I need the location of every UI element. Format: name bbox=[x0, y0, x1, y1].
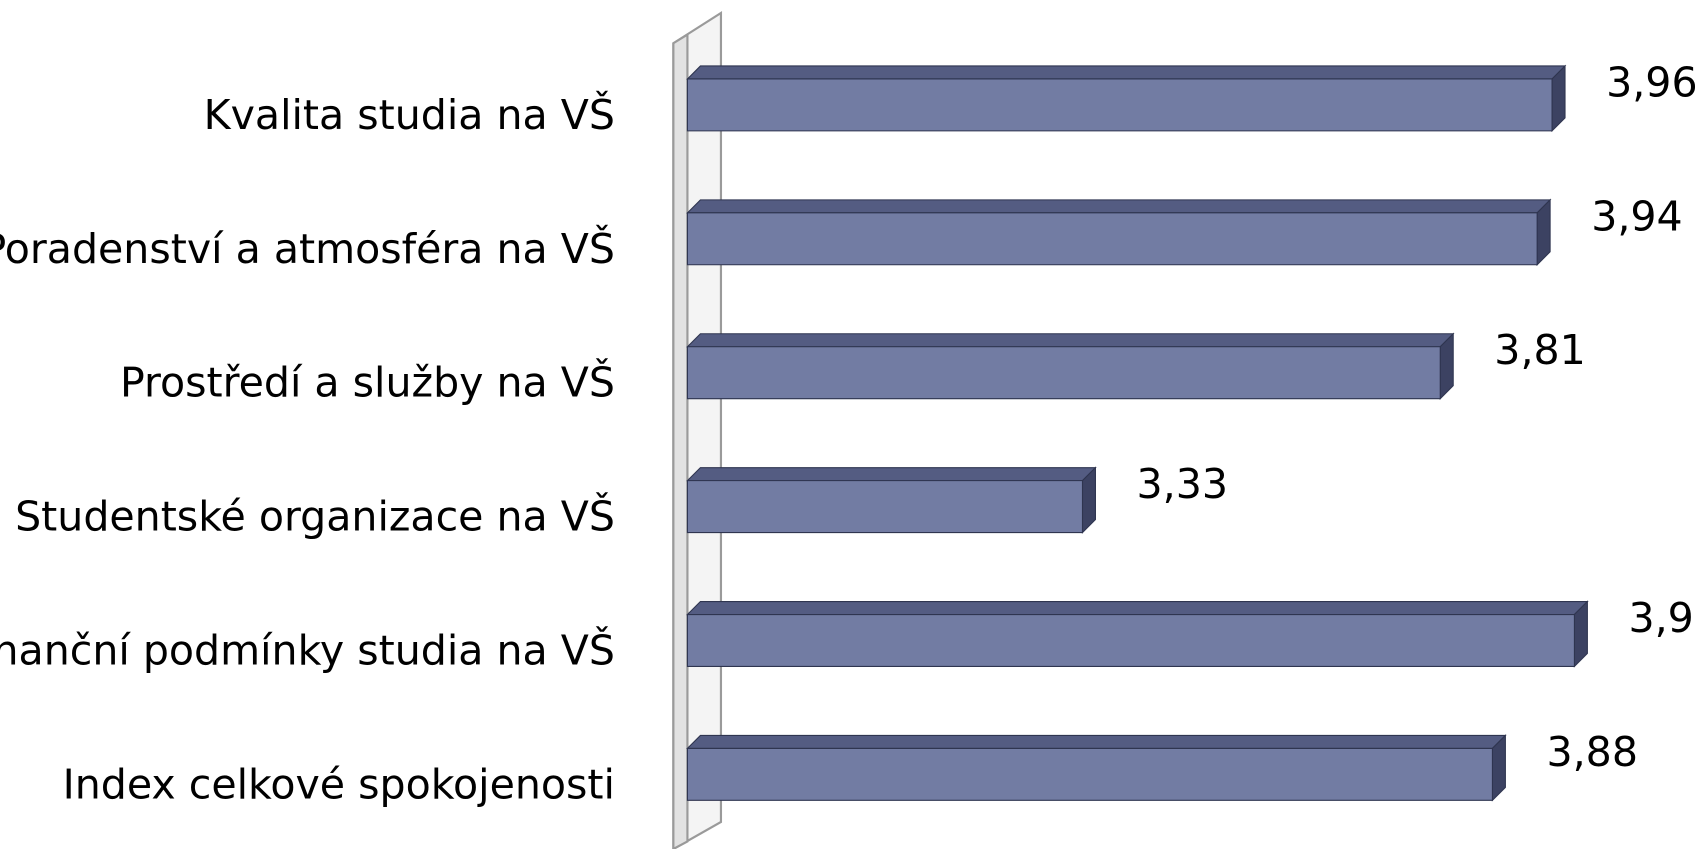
bar bbox=[686, 198, 1552, 267]
bar-face bbox=[686, 467, 1097, 482]
bar-face bbox=[686, 65, 1567, 80]
value-label: 3,96 bbox=[1606, 58, 1695, 106]
category-label: Studentské organizace na VŠ bbox=[15, 493, 615, 541]
bar-face bbox=[686, 212, 1538, 266]
value-label: 3,33 bbox=[1137, 460, 1228, 508]
bar-face bbox=[686, 199, 1552, 214]
bar bbox=[686, 64, 1567, 133]
bar bbox=[686, 466, 1097, 534]
bar-face bbox=[686, 601, 1589, 616]
back-wall bbox=[672, 11, 723, 849]
category-label: Prostředí a služby na VŠ bbox=[120, 359, 615, 407]
category-label: Finanční podmínky studia na VŠ bbox=[0, 626, 615, 674]
bar-face bbox=[686, 734, 1507, 749]
bar-face bbox=[686, 78, 1553, 132]
bar bbox=[686, 600, 1589, 668]
bar bbox=[686, 734, 1507, 802]
bar-face bbox=[686, 333, 1455, 348]
bar-face bbox=[686, 346, 1441, 400]
value-label: 3,99 bbox=[1628, 594, 1695, 642]
category-label: Poradenství a atmosféra na VŠ bbox=[0, 225, 615, 273]
bar-face bbox=[686, 613, 1575, 667]
bar-face bbox=[686, 747, 1493, 801]
value-label: 3,94 bbox=[1591, 192, 1682, 240]
category-label: Index celkové spokojenosti bbox=[63, 760, 615, 808]
value-label: 3,81 bbox=[1494, 326, 1585, 374]
category-label: Kvalita studia na VŠ bbox=[204, 91, 615, 139]
bar-face bbox=[686, 480, 1084, 534]
bar bbox=[686, 332, 1455, 400]
value-label: 3,88 bbox=[1546, 728, 1637, 776]
